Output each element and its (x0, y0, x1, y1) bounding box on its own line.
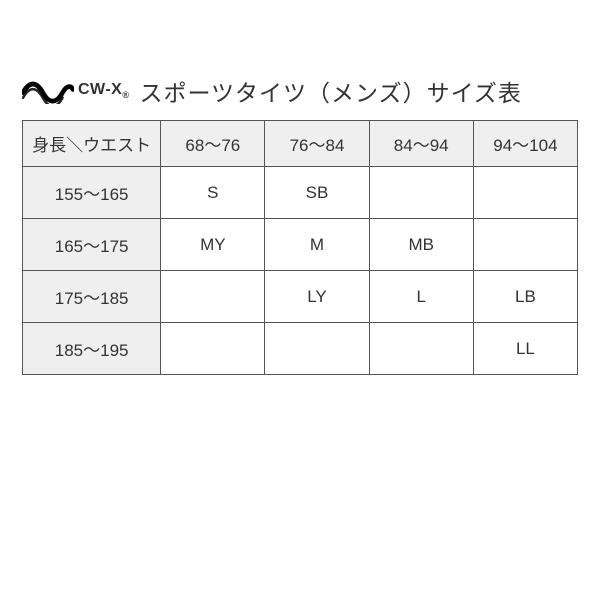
page-title: スポーツタイツ（メンズ）サイズ表 (139, 74, 521, 108)
size-cell: LB (473, 271, 577, 323)
corner-header: 身長＼ウエスト (23, 121, 161, 167)
size-cell: LL (473, 323, 577, 375)
size-cell (161, 323, 265, 375)
size-cell: MB (369, 219, 473, 271)
size-cell (265, 323, 369, 375)
table-row: 165～175 MY M MB (23, 219, 578, 271)
waist-col-1: 76～84 (265, 121, 369, 167)
table-row: 175～185 LY L LB (23, 271, 578, 323)
header: CW-X® スポーツタイツ（メンズ）サイズ表 (22, 74, 578, 108)
brand-name: CW-X® (78, 81, 129, 100)
waist-col-2: 84～94 (369, 121, 473, 167)
size-chart-table: 身長＼ウエスト 68～76 76～84 84～94 94～104 155～165… (22, 120, 578, 375)
waist-col-0: 68～76 (161, 121, 265, 167)
size-cell: MY (161, 219, 265, 271)
size-cell (369, 167, 473, 219)
waist-col-3: 94～104 (473, 121, 577, 167)
size-cell (369, 323, 473, 375)
size-cell (473, 167, 577, 219)
size-cell (473, 219, 577, 271)
size-cell: S (161, 167, 265, 219)
size-cell: L (369, 271, 473, 323)
table-row: 155～165 S SB (23, 167, 578, 219)
size-cell (161, 271, 265, 323)
size-cell: SB (265, 167, 369, 219)
brand-name-text: CW-X (78, 81, 122, 98)
height-row-1: 165～175 (23, 219, 161, 271)
height-row-2: 175～185 (23, 271, 161, 323)
table-header-row: 身長＼ウエスト 68～76 76～84 84～94 94～104 (23, 121, 578, 167)
wave-icon (22, 78, 74, 104)
brand-logo: CW-X® (22, 78, 129, 104)
size-cell: LY (265, 271, 369, 323)
size-cell: M (265, 219, 369, 271)
brand-registered: ® (122, 91, 129, 101)
height-row-0: 155～165 (23, 167, 161, 219)
height-row-3: 185～195 (23, 323, 161, 375)
table-row: 185～195 LL (23, 323, 578, 375)
